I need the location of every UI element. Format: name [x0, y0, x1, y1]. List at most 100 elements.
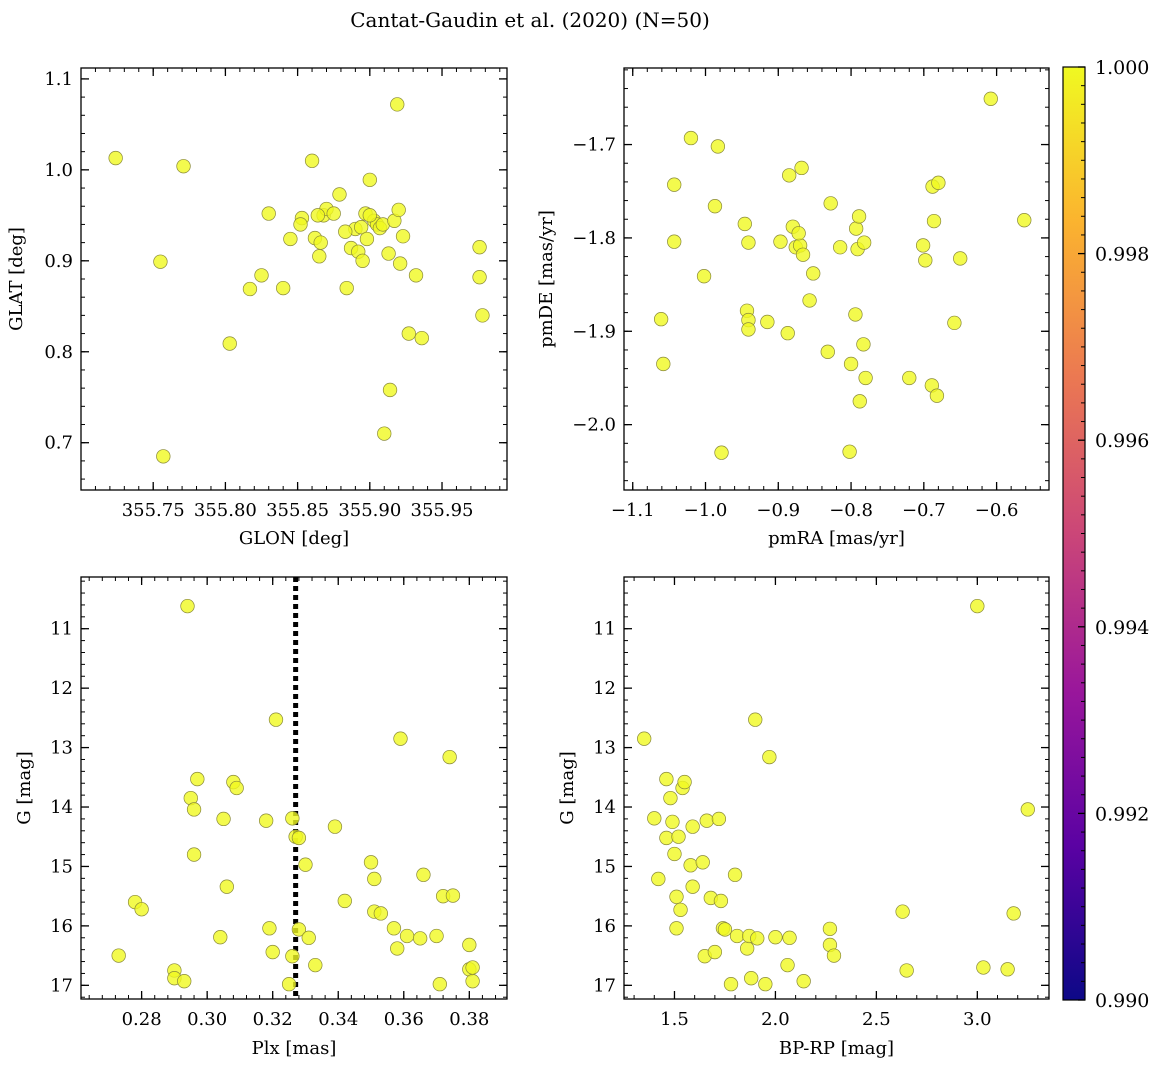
x-tick-label: 355.85: [266, 500, 329, 521]
data-point: [983, 91, 998, 106]
data-point: [895, 904, 910, 919]
data-point: [748, 712, 763, 727]
y-tick-label: 1.1: [44, 69, 73, 90]
x-tick-label: 0.38: [449, 1009, 489, 1030]
data-point: [432, 976, 447, 992]
data-point: [338, 224, 353, 239]
figure-title: Cantat-Gaudin et al. (2020) (N=50): [350, 8, 710, 32]
data-point: [737, 216, 752, 232]
data-point: [842, 444, 857, 459]
data-point: [186, 847, 202, 862]
colorbar-tick-label: 0.994: [1095, 617, 1149, 639]
data-point: [111, 948, 126, 963]
x-tick-label: −0.7: [902, 500, 946, 521]
y-tick-label: 16: [50, 916, 73, 937]
x-tick-label: 0.32: [253, 1009, 293, 1030]
data-point: [773, 234, 788, 249]
y-tick-label: 14: [593, 797, 616, 818]
data-point: [134, 902, 149, 917]
data-point: [414, 330, 429, 346]
x-tick-label: 2.5: [862, 1009, 891, 1030]
data-point: [976, 960, 991, 975]
data-point: [970, 598, 985, 614]
y-axis-label: GLAT [deg]: [6, 227, 27, 331]
data-point: [651, 871, 666, 887]
panel-color-magnitude: 1.5 2.0 2.5 3.0 11 12 13 14 15 16 17 BP-RP [mag] G […: [557, 576, 1050, 1059]
y-axis-label: pmDE [mas/yr]: [536, 210, 557, 348]
y-tick-label: 16: [593, 916, 616, 937]
data-point: [806, 266, 821, 281]
data-point: [1020, 802, 1035, 817]
data-point: [843, 356, 859, 372]
data-point: [180, 598, 195, 614]
y-tick-label: 0.9: [44, 251, 73, 272]
data-point: [285, 949, 300, 964]
data-point: [465, 960, 480, 975]
data-point: [744, 971, 759, 986]
data-point: [327, 819, 343, 834]
data-point: [313, 235, 328, 250]
data-point: [669, 921, 684, 936]
x-tick-label: 2.0: [761, 1009, 790, 1030]
data-point: [758, 976, 773, 992]
x-tick-label: 1.5: [660, 1009, 689, 1030]
x-axis-label: GLON [deg]: [239, 528, 349, 549]
data-point: [826, 948, 842, 963]
data-point: [285, 811, 300, 826]
data-point: [382, 382, 398, 398]
panel-parallax-magnitude: 0.28 0.30 0.32 0.34 0.36 0.38 11 12 13 14 15 16 17 Pl…: [14, 576, 508, 1059]
data-point: [326, 206, 341, 221]
data-point: [408, 268, 424, 283]
colorbar-tick-label: 0.992: [1095, 803, 1149, 825]
data-point: [929, 388, 945, 403]
y-tick-label: 11: [593, 619, 616, 640]
data-point: [367, 871, 382, 887]
data-point: [362, 172, 377, 188]
y-tick-label: 1.0: [44, 160, 73, 181]
data-point: [663, 790, 678, 806]
data-point: [667, 234, 682, 249]
y-tick-label: −1.9: [572, 321, 616, 342]
x-axis-label: BP-RP [mag]: [779, 1038, 894, 1059]
data-point: [153, 254, 168, 269]
data-point: [795, 247, 811, 262]
y-tick-label: 12: [593, 678, 616, 699]
x-tick-label: 0.36: [384, 1009, 424, 1030]
x-tick-label: 3.0: [963, 1009, 992, 1030]
data-point: [683, 130, 699, 146]
data-point: [760, 314, 775, 330]
data-point: [707, 199, 723, 214]
data-point: [947, 315, 962, 331]
data-point: [472, 240, 487, 255]
data-point: [741, 235, 756, 250]
data-point: [186, 802, 202, 817]
data-point: [714, 445, 729, 460]
data-point: [337, 893, 352, 909]
data-point: [262, 921, 277, 936]
data-point: [291, 830, 307, 846]
data-point: [391, 202, 406, 218]
data-point: [723, 976, 739, 992]
data-point: [711, 811, 727, 827]
y-tick-label: 13: [593, 738, 616, 759]
data-point: [707, 944, 723, 960]
data-point: [176, 159, 191, 174]
data-point: [856, 337, 871, 352]
data-point: [401, 326, 416, 341]
data-point: [791, 226, 806, 241]
data-point: [782, 168, 797, 183]
y-tick-label: 15: [50, 856, 73, 877]
y-axis-label: G [mag]: [14, 751, 35, 824]
data-point: [796, 974, 811, 989]
data-point: [291, 922, 307, 937]
data-point: [390, 97, 405, 112]
data-point: [782, 930, 797, 945]
data-point: [254, 268, 269, 283]
x-tick-label: −0.8: [829, 500, 873, 521]
data-point: [695, 855, 710, 870]
data-point: [222, 336, 237, 351]
data-point: [669, 889, 684, 904]
data-point: [780, 326, 795, 341]
colorbar-tick-label: 0.996: [1095, 430, 1149, 452]
